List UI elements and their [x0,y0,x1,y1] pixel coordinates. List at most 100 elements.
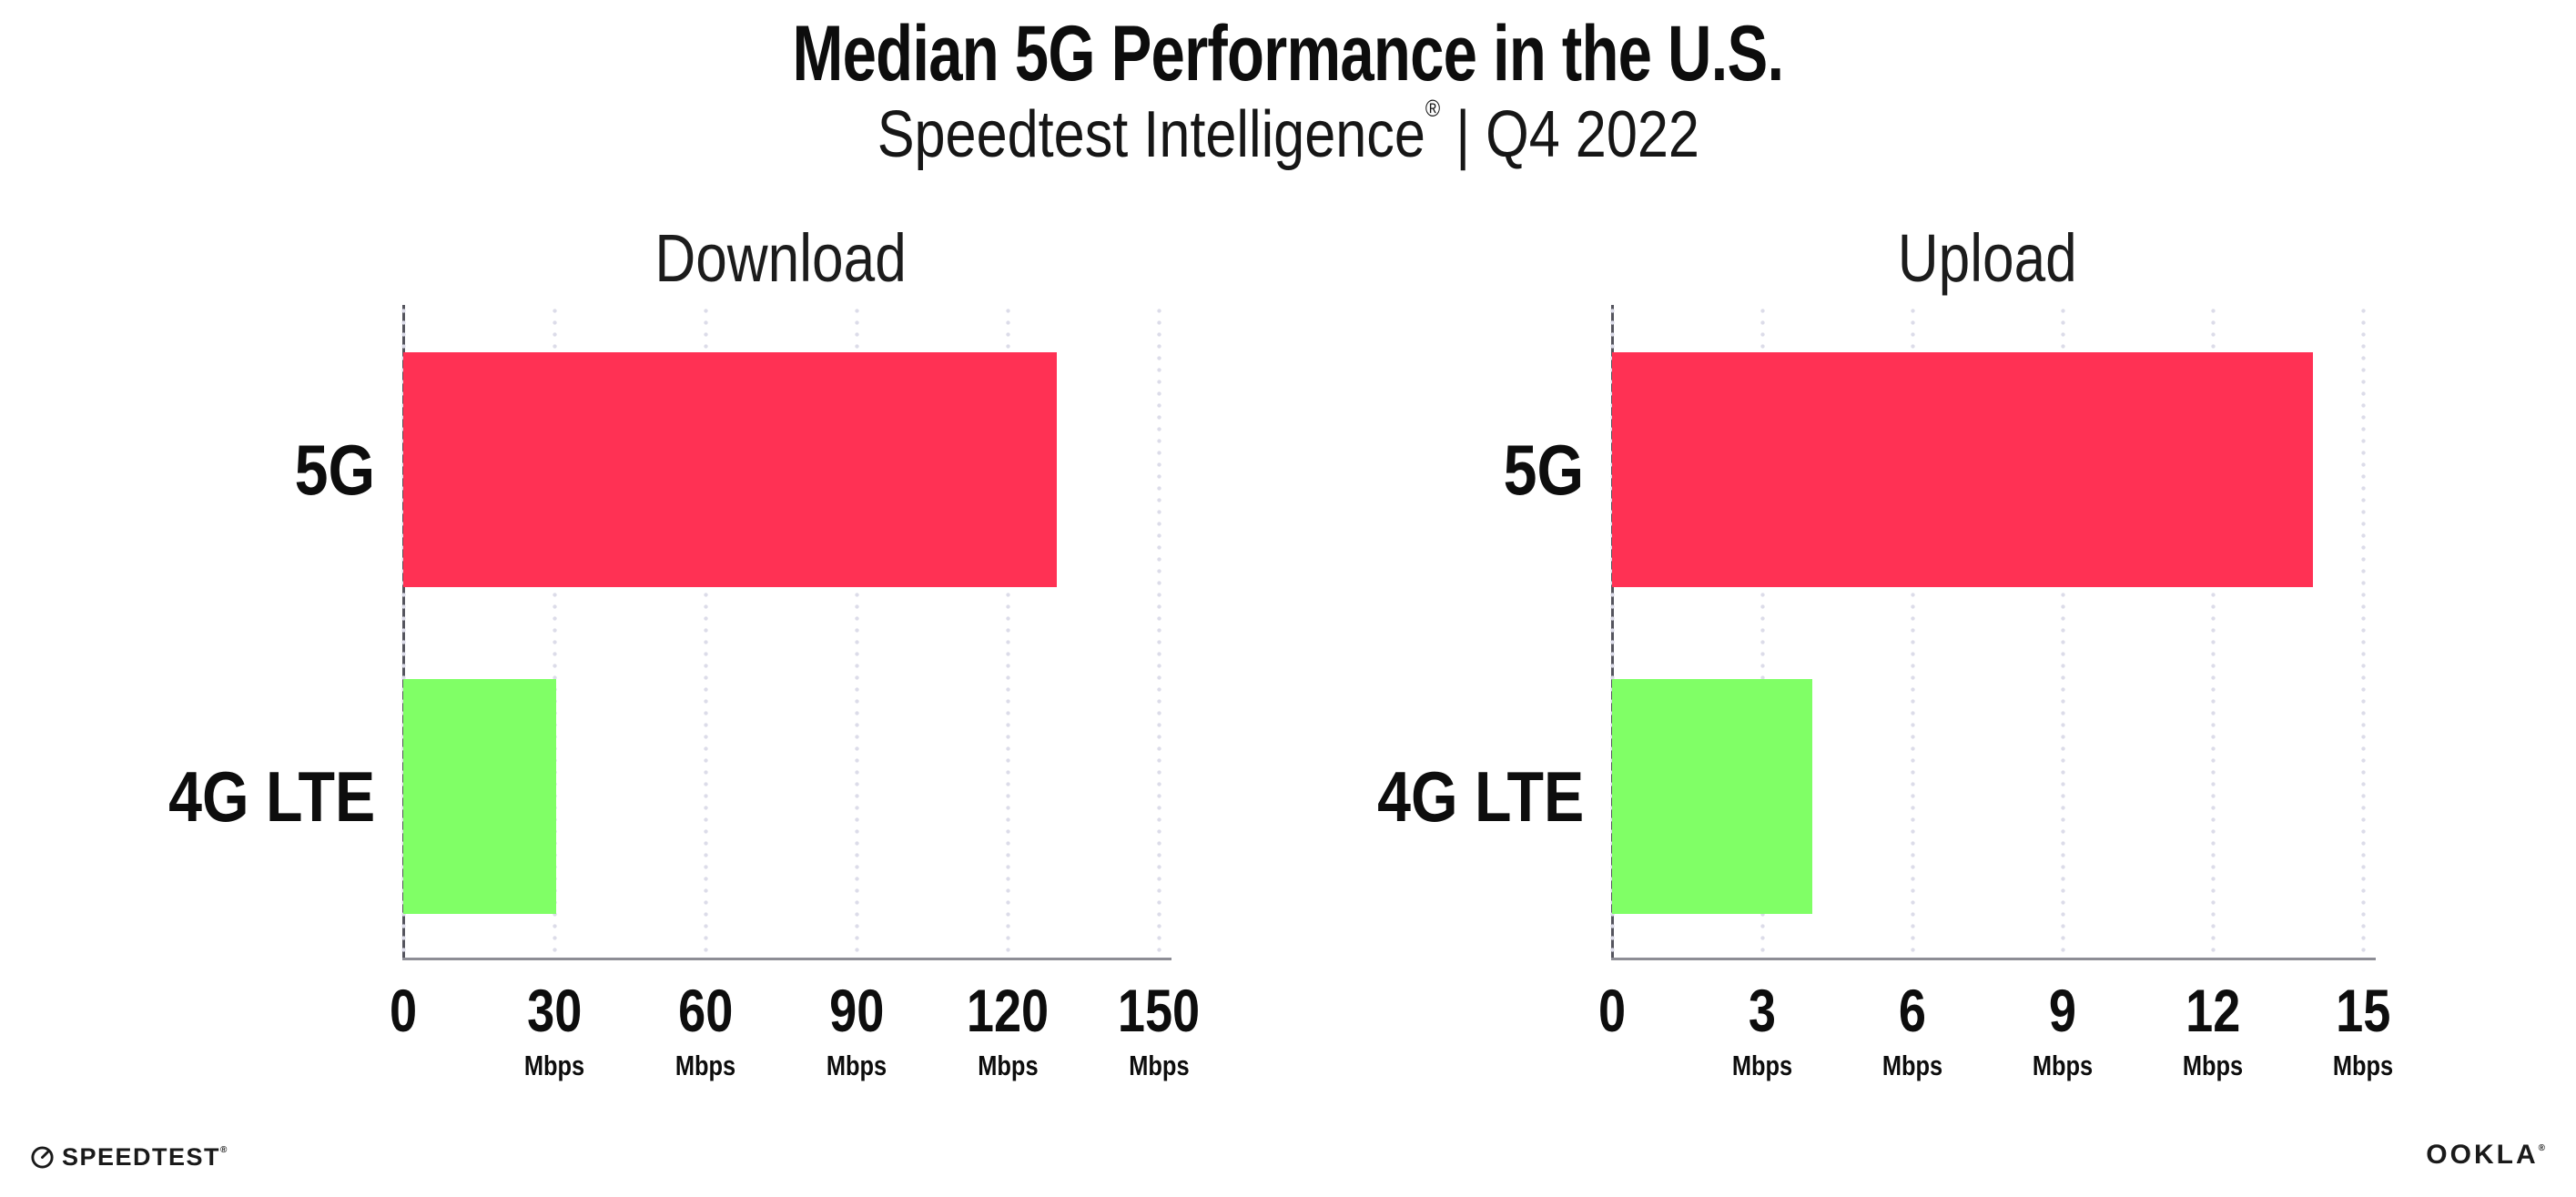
tick-unit: Mbps [669,1040,743,1080]
gridline-150 [1156,305,1161,959]
upload-plot-area [1609,305,2376,960]
tick-number-text: 60 [677,977,734,1044]
tick-unit-text: Mbps [1128,1050,1190,1081]
tick-number: 30 [518,959,592,1040]
download-tick-30: 30 Mbps [518,959,592,1080]
gridline-30 [552,305,557,959]
tick-unit: Mbps [1726,1040,1800,1080]
tick-unit: Mbps [820,1040,894,1080]
tick-unit-text: Mbps [1731,1050,1793,1081]
download-bar-5g [403,351,1058,588]
ookla-wordmark: OOKLA [2426,1140,2539,1170]
tick-number-text: 6 [1898,977,1927,1044]
tick-number: 90 [820,959,894,1040]
speedtest-registered-mark: ® [220,1144,228,1155]
tick-unit: Mbps [1109,1040,1209,1080]
tick-number-text: 12 [2185,977,2241,1044]
upload-row-label-5g: 5G [1489,434,1584,505]
row-label-text: 5G [1503,429,1584,510]
tick-number-text: 90 [828,977,885,1044]
speedtest-wordmark: SPEEDTEST® [62,1142,228,1171]
tick-number-text: 0 [389,977,418,1044]
tick-number-text: 30 [526,977,583,1044]
upload-tick-9: 9 Mbps [2026,959,2100,1080]
gridline-12 [2210,305,2216,959]
tick-unit-text: Mbps [674,1050,736,1081]
upload-tick-0: 0 [1596,959,1629,1040]
tick-unit: Mbps [2327,1040,2400,1080]
download-bar-4g-lte [403,678,557,915]
tick-unit-text: Mbps [2332,1050,2394,1081]
download-tick-labels: 0 30 Mbps 60 Mbps 90 Mbps 120 Mbps 150 Mbps [390,959,1200,1104]
row-label-text: 5G [294,429,375,510]
download-row-label-5g: 5G [280,434,375,505]
page-title-text: Median 5G Performance in the U.S. [792,10,1785,97]
tick-number-text: 9 [2048,977,2077,1044]
tick-number-text: 150 [1117,977,1201,1044]
download-tick-90: 90 Mbps [820,959,894,1080]
download-tick-60: 60 Mbps [669,959,743,1080]
tick-number: 12 [2176,959,2250,1040]
page-subtitle-text: Speedtest Intelligence® | Q4 2022 [877,96,1699,167]
download-plot-area [401,305,1171,960]
tick-unit-text: Mbps [523,1050,585,1081]
upload-chart-title: Upload [1897,220,2077,296]
row-label-text: 4G LTE [167,756,375,837]
upload-bar-5g [1612,351,2313,588]
download-gridlines [401,305,1161,959]
gridline-0 [401,305,406,959]
upload-x-axis [1611,958,2376,960]
download-tick-150: 150 Mbps [1109,959,1209,1080]
gridline-0 [1609,305,1615,959]
upload-bar-4g-lte [1612,678,1812,915]
gridline-15 [2360,305,2366,959]
tick-number: 15 [2327,959,2400,1040]
gridline-120 [1005,305,1010,959]
tick-number: 0 [1596,959,1629,1040]
subtitle-period: | Q4 2022 [1439,98,1699,171]
upload-tick-6: 6 Mbps [1876,959,1950,1080]
subtitle-brand: Speedtest Intelligence [877,98,1425,171]
download-row-label-4g-lte: 4G LTE [132,761,375,832]
download-tick-120: 120 Mbps [958,959,1058,1080]
tick-number-text: 120 [966,977,1050,1044]
ookla-registered-mark: ® [2538,1143,2548,1153]
gridline-3 [1760,305,1765,959]
tick-unit: Mbps [958,1040,1058,1080]
download-row-labels: 5G 4G LTE [0,305,375,959]
tick-unit-text: Mbps [2182,1050,2244,1081]
tick-unit: Mbps [518,1040,592,1080]
speedtest-logo: SPEEDTEST® [30,1141,228,1172]
tick-unit: Mbps [1876,1040,1950,1080]
tick-unit-text: Mbps [1881,1050,1943,1081]
gridline-9 [2060,305,2065,959]
upload-bars [1612,305,2363,959]
tick-unit: Mbps [2026,1040,2100,1080]
tick-number: 0 [387,959,421,1040]
tick-number-text: 15 [2335,977,2391,1044]
tick-number: 150 [1109,959,1209,1040]
tick-unit-text: Mbps [977,1050,1039,1081]
speedtest-gauge-icon [31,1145,54,1169]
download-x-axis [402,958,1171,960]
tick-number: 120 [958,959,1058,1040]
row-label-text: 4G LTE [1376,756,1584,837]
tick-number-text: 0 [1597,977,1627,1044]
tick-number: 3 [1726,959,1800,1040]
gridline-90 [854,305,859,959]
upload-tick-12: 12 Mbps [2176,959,2250,1080]
tick-unit-text: Mbps [2032,1050,2094,1081]
gridline-6 [1910,305,1915,959]
download-bars [403,305,1159,959]
tick-number: 6 [1876,959,1950,1040]
tick-unit-text: Mbps [826,1050,887,1081]
upload-gridlines [1609,305,2366,959]
tick-number-text: 3 [1748,977,1777,1044]
registered-mark: ® [1425,95,1440,122]
upload-tick-15: 15 Mbps [2327,959,2400,1080]
page-subtitle: Speedtest Intelligence® | Q4 2022 [0,96,2576,167]
tick-unit: Mbps [2176,1040,2250,1080]
